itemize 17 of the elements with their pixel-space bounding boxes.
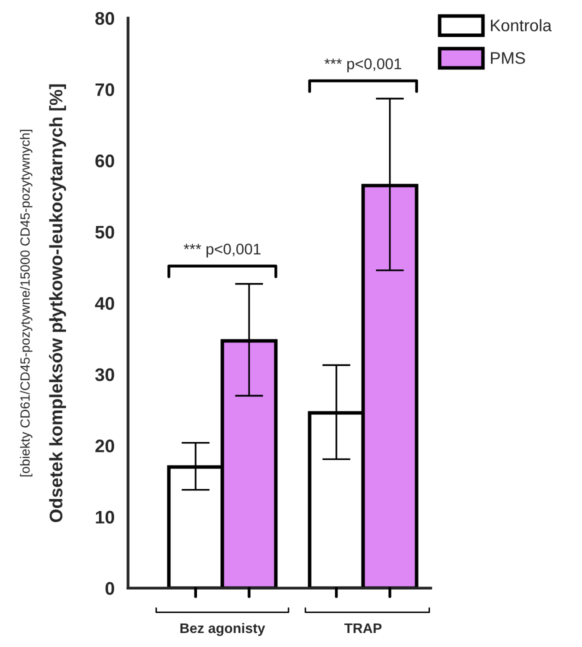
annotation: *** p<0,001: [184, 244, 260, 258]
x-tick-label: Bez agonisty: [180, 622, 266, 636]
y-tick-label: 20: [95, 440, 114, 452]
y-tick-label: 50: [95, 226, 114, 239]
annotation: *** p<0,001: [324, 58, 402, 72]
y-tick-label: 70: [96, 83, 114, 96]
x-tick-label: TRAP: [344, 623, 382, 634]
legend-label: Kontrola: [490, 19, 552, 32]
y-tick-label: 30: [95, 368, 114, 382]
y-tick-label: 60: [95, 154, 114, 168]
y-tick-label: 40: [95, 297, 114, 310]
text: [obiekty CD61/CD45-pozytywne/15000 CD45-pozytywnych]: [20, 130, 32, 476]
y-tick-label: 80: [95, 12, 114, 25]
y-tick-label: 0: [106, 582, 114, 595]
legend-label: PMS: [490, 52, 525, 64]
y-axis-title: Odsetek kompleksów płytkowo-leukocytarnych [%]: [49, 84, 66, 522]
y-tick-label: 10: [96, 510, 114, 524]
